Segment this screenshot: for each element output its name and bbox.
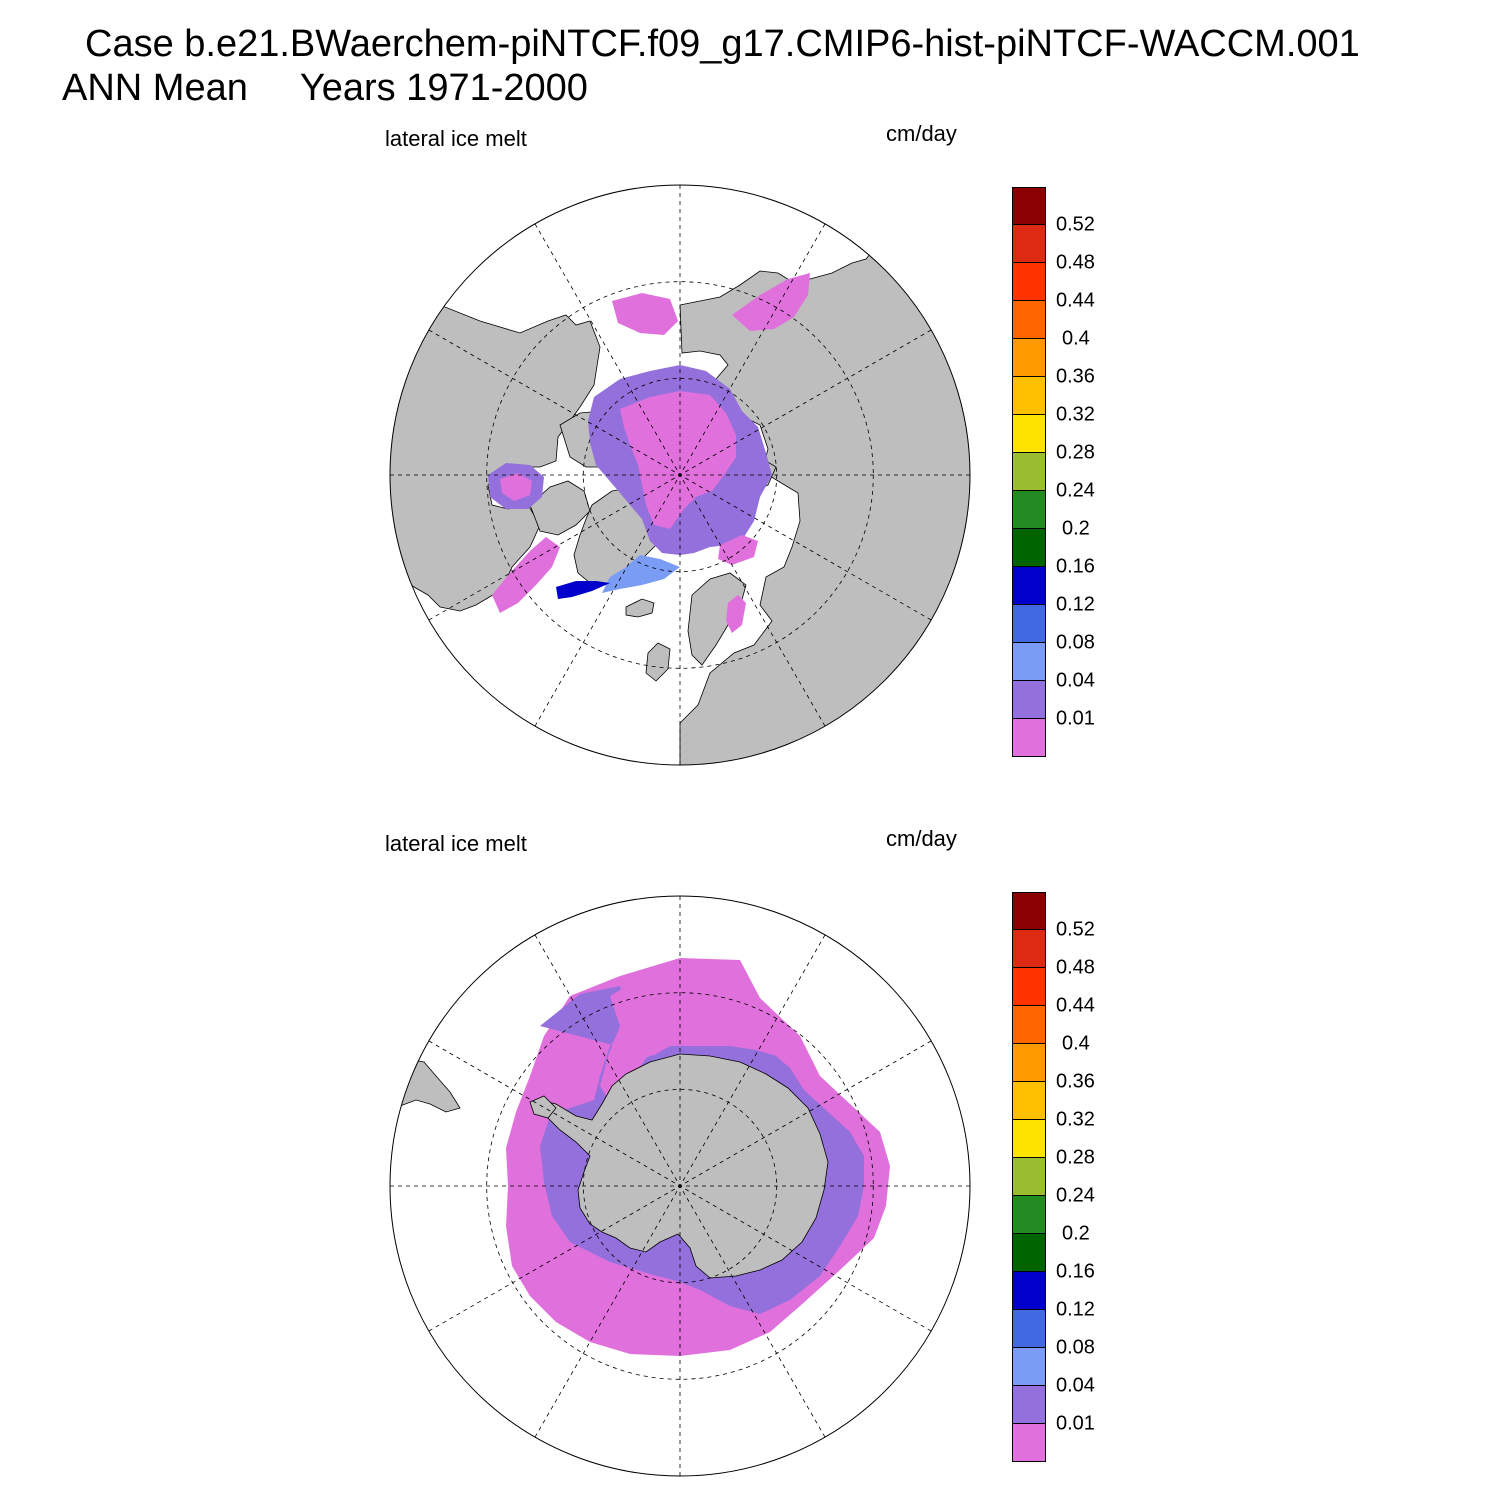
colorbar-label: 0.04 [1056, 1374, 1095, 1397]
iceland [625, 598, 655, 618]
south-panel-title: lateral ice melt [385, 831, 527, 856]
colorbar-label: 0.4 [1062, 1032, 1090, 1055]
colorbar-swatch [1012, 187, 1046, 225]
colorbar-label: 0.16 [1056, 555, 1095, 578]
north-polar-map [389, 184, 971, 766]
colorbar-swatch [1012, 1272, 1046, 1310]
colorbar-swatch [1012, 1234, 1046, 1272]
south-graticule [390, 896, 970, 1476]
colorbar-label: 0.44 [1056, 289, 1095, 312]
case-title: Case b.e21.BWaerchem-piNTCF.f09_g17.CMIP… [85, 23, 1360, 65]
colorbar-label: 0.01 [1056, 1412, 1095, 1435]
north-ice-bering [612, 293, 678, 335]
colorbar-label: 0.52 [1056, 213, 1095, 236]
colorbar-label: 0.04 [1056, 669, 1095, 692]
north-panel-units: cm/day [886, 121, 957, 146]
colorbar-label: 0.48 [1056, 956, 1095, 979]
south-polar-map [389, 895, 971, 1477]
colorbar-swatch [1012, 1196, 1046, 1234]
south-panel-units: cm/day [886, 826, 957, 851]
colorbar-swatch [1012, 225, 1046, 263]
north-ice-labrador [492, 537, 560, 613]
colorbar-label: 0.28 [1056, 1146, 1095, 1169]
colorbar-swatch [1012, 968, 1046, 1006]
colorbar-label: 0.36 [1056, 1070, 1095, 1093]
colorbar-swatch [1012, 1386, 1046, 1424]
colorbar-label: 0.16 [1056, 1260, 1095, 1283]
north-ice-field [488, 273, 810, 633]
south-colorbar: 0.52 0.48 0.44 0.4 0.36 0.32 0.28 0.24 0.2 0.16 0.… [1012, 892, 1095, 1462]
mean-label: ANN Mean [62, 67, 248, 109]
colorbar-label: 0.52 [1056, 918, 1095, 941]
colorbar-swatch [1012, 930, 1046, 968]
north-ice-baltic [726, 595, 746, 633]
colorbar-swatch [1012, 1006, 1046, 1044]
south-ice-field [506, 958, 890, 1356]
north-ice-hudson-pink [500, 473, 532, 501]
colorbar-label: 0.08 [1056, 631, 1095, 654]
colorbar-label: 0.24 [1056, 1184, 1095, 1207]
colorbar-swatch [1012, 719, 1046, 757]
north-map-border [389, 184, 971, 766]
colorbar-swatch [1012, 415, 1046, 453]
years-label: Years 1971-2000 [299, 67, 588, 109]
north-ice-darkblue [556, 581, 610, 599]
colorbar-label: 0.36 [1056, 365, 1095, 388]
colorbar-swatch [1012, 605, 1046, 643]
colorbar-swatch [1012, 892, 1046, 930]
colorbar-swatch [1012, 1348, 1046, 1386]
north-colorbar: 0.52 0.48 0.44 0.4 0.36 0.32 0.28 0.24 0.2 0.16 0.… [1012, 187, 1095, 757]
period-title: ANN Mean Years 1971-2000 [62, 68, 588, 108]
colorbar-label: 0.32 [1056, 403, 1095, 426]
colorbar-label: 0.4 [1062, 327, 1090, 350]
colorbar-swatch [1012, 1424, 1046, 1462]
colorbar-label: 0.2 [1062, 1222, 1090, 1245]
colorbar-label: 0.28 [1056, 441, 1095, 464]
colorbar-swatch [1012, 1310, 1046, 1348]
colorbar-swatch [1012, 339, 1046, 377]
north-graticule [390, 185, 970, 765]
colorbar-swatch [1012, 567, 1046, 605]
colorbar-swatch [1012, 1044, 1046, 1082]
colorbar-label: 0.44 [1056, 994, 1095, 1017]
colorbar-swatch [1012, 643, 1046, 681]
colorbar-label: 0.32 [1056, 1108, 1095, 1131]
colorbar-swatch [1012, 1158, 1046, 1196]
colorbar-swatch [1012, 681, 1046, 719]
north-panel-title: lateral ice melt [385, 126, 527, 151]
colorbar-swatch [1012, 529, 1046, 567]
colorbar-swatch [1012, 453, 1046, 491]
colorbar-swatch [1012, 1120, 1046, 1158]
north-ice-pink-core [620, 391, 736, 529]
colorbar-label: 0.01 [1056, 707, 1095, 730]
colorbar-label: 0.12 [1056, 1298, 1095, 1321]
colorbar-label: 0.08 [1056, 1336, 1095, 1359]
british-isles [645, 642, 671, 682]
colorbar-label: 0.24 [1056, 479, 1095, 502]
colorbar-swatch [1012, 1082, 1046, 1120]
colorbar-label: 0.2 [1062, 517, 1090, 540]
colorbar-swatch [1012, 263, 1046, 301]
colorbar-label: 0.12 [1056, 593, 1095, 616]
colorbar-swatch [1012, 491, 1046, 529]
north-ice-okhotsk [732, 273, 810, 331]
colorbar-swatch [1012, 301, 1046, 339]
north-ice-lightblue [602, 555, 680, 593]
south-map-border [389, 895, 971, 1477]
colorbar-label: 0.48 [1056, 251, 1095, 274]
colorbar-swatch [1012, 377, 1046, 415]
